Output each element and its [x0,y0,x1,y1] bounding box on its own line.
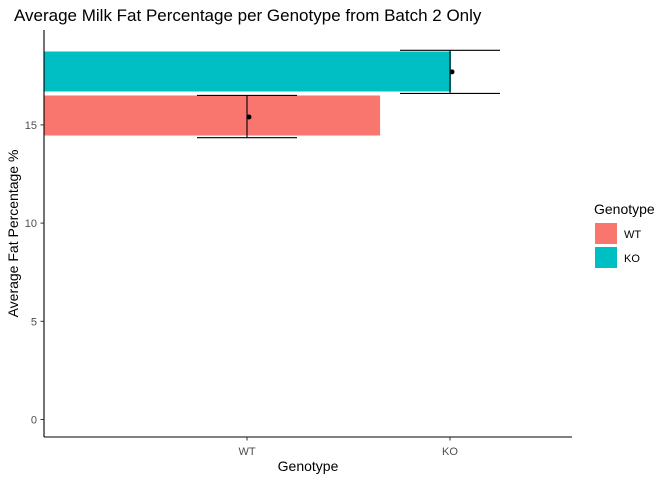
y-tick-label: 0 [31,415,37,427]
legend: Genotype WT KO [594,201,655,268]
legend-label-wt: WT [624,229,641,241]
mean-point-wt [246,114,252,120]
x-tick-label: KO [442,446,458,458]
x-axis-title: Genotype [278,458,339,474]
bar-ko [44,51,451,92]
legend-title: Genotype [594,201,655,217]
y-axis-title: Average Fat Percentage % [5,150,21,318]
plot-area: 0 5 10 15 WT KO [25,30,572,458]
y-tick-label: 10 [25,218,37,230]
y-tick-label: 5 [31,316,37,328]
x-tick-label: WT [238,446,255,458]
chart-title: Average Milk Fat Percentage per Genotype… [14,6,482,25]
legend-key-ko [595,247,617,268]
legend-label-ko: KO [624,253,640,265]
bar-wt [44,95,381,136]
mean-point-ko [449,69,455,75]
y-tick-label: 15 [25,120,37,132]
legend-key-wt [595,223,617,244]
